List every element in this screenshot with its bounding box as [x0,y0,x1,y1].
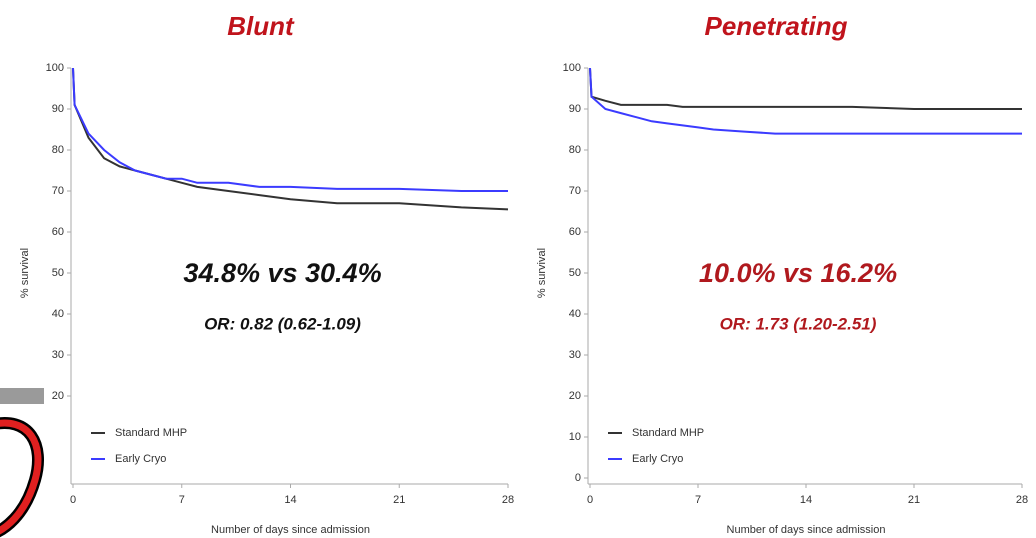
y-tick-label: 0 [575,472,581,484]
y-tick-label: 80 [52,144,64,156]
y-axis-label: % survival [536,248,548,298]
x-tick-label: 14 [284,494,296,506]
y-tick-label: 90 [569,103,581,115]
y-tick-label: 100 [563,62,581,74]
x-tick-label: 7 [695,494,701,506]
y-tick-label: 10 [569,431,581,443]
x-tick-label: 0 [70,494,76,506]
chart-title: Blunt [227,11,295,41]
legend-label: Standard MHP [115,427,187,439]
chart-title: Penetrating [704,11,847,41]
x-tick-label: 0 [587,494,593,506]
legend-label: Early Cryo [115,453,166,465]
y-tick-label: 90 [52,103,64,115]
x-tick-label: 28 [1016,494,1028,506]
x-axis-label: Number of days since admission [211,524,370,536]
y-tick-label: 40 [569,308,581,320]
legend-label: Early Cryo [632,453,683,465]
legend-label: Standard MHP [632,427,704,439]
y-tick-label: 70 [569,185,581,197]
y-tick-label: 100 [46,62,64,74]
decoration-bar [0,388,44,404]
annotation: OR: 0.82 (0.62-1.09) [204,314,361,333]
y-tick-label: 60 [569,226,581,238]
x-tick-label: 28 [502,494,514,506]
y-tick-label: 50 [52,267,64,279]
x-axis-label: Number of days since admission [727,524,886,536]
annotation: 10.0% vs 16.2% [699,258,897,288]
x-tick-label: 21 [908,494,920,506]
y-axis-label: % survival [19,248,31,298]
annotation: 34.8% vs 30.4% [183,258,381,288]
y-tick-label: 60 [52,226,64,238]
y-tick-label: 40 [52,308,64,320]
page: Blunt203040506070809010007142128Number o… [0,0,1036,538]
x-tick-label: 14 [800,494,812,506]
y-tick-label: 30 [52,349,64,361]
y-tick-label: 50 [569,267,581,279]
x-tick-label: 21 [393,494,405,506]
y-tick-label: 80 [569,144,581,156]
y-tick-label: 30 [569,349,581,361]
y-tick-label: 20 [569,390,581,402]
y-tick-label: 70 [52,185,64,197]
y-tick-label: 20 [52,390,64,402]
annotation: OR: 1.73 (1.20-2.51) [720,314,877,333]
x-tick-label: 7 [179,494,185,506]
